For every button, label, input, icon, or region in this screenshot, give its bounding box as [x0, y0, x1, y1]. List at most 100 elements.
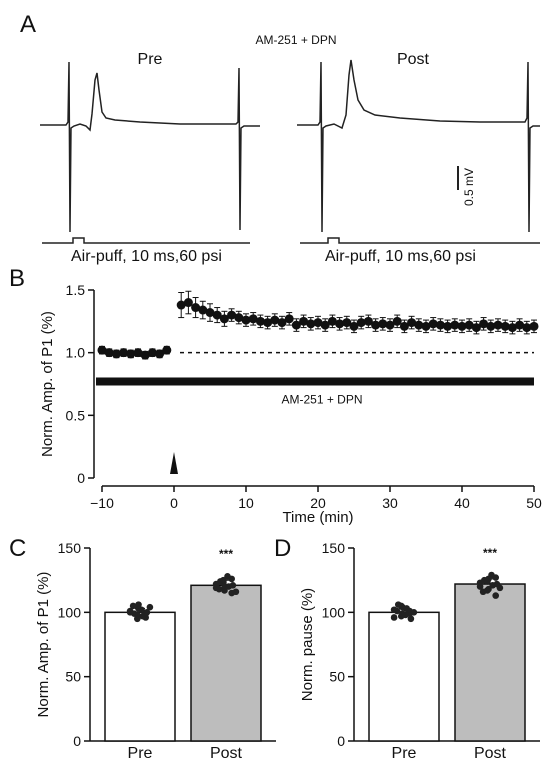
data-point [291, 320, 301, 330]
individual-point [221, 584, 228, 592]
y-tick-label: 150 [58, 540, 82, 556]
data-point [507, 323, 517, 333]
data-point [349, 321, 359, 331]
y-tick-label: 150 [322, 540, 346, 556]
panel-label-d: D [274, 535, 291, 562]
individual-point [496, 584, 504, 592]
individual-point [142, 610, 149, 617]
data-point [162, 345, 172, 355]
individual-point [146, 603, 154, 611]
data-point [515, 320, 525, 330]
individual-point [406, 607, 414, 615]
individual-point [485, 575, 492, 583]
bar-pre [368, 611, 440, 742]
panel-a-condition: AM-251 + DPN [255, 33, 336, 47]
individual-point [220, 576, 227, 584]
individual-point [407, 615, 415, 623]
data-point [435, 320, 445, 330]
data-point [313, 318, 323, 328]
data-point [371, 320, 381, 330]
category-label: Post [474, 745, 507, 762]
x-tick-label: 20 [310, 495, 326, 511]
data-point [335, 319, 345, 329]
x-tick-label: −10 [90, 495, 114, 511]
individual-point [390, 614, 398, 621]
data-point [219, 314, 229, 324]
data-point [529, 321, 539, 331]
data-point [457, 321, 467, 331]
individual-point [228, 589, 235, 597]
y-tick-label: 1.0 [66, 345, 86, 361]
data-point [119, 348, 129, 358]
bar-pre [104, 611, 176, 742]
data-point [147, 348, 157, 358]
data-point [306, 319, 316, 329]
data-point [378, 319, 388, 329]
data-point [500, 321, 510, 331]
x-tick-label: 0 [170, 495, 178, 511]
data-point [263, 318, 273, 328]
individual-point [134, 615, 141, 623]
data-point [493, 320, 503, 330]
data-point [363, 316, 373, 326]
data-point [111, 349, 121, 359]
data-point [356, 318, 366, 328]
individual-point [399, 610, 406, 617]
y-axis-label: Norm. pause (%) [299, 588, 316, 701]
data-point [104, 348, 114, 358]
data-point [327, 316, 337, 326]
stimulus-arrow-icon [170, 452, 178, 474]
drug-label: AM-251 + DPN [281, 392, 362, 406]
data-point [392, 316, 402, 326]
individual-point [224, 573, 231, 580]
data-point [176, 300, 186, 310]
bar-chart-pause: 0 50 100 150 Norm. pause (%) Pre Post *** [299, 540, 540, 762]
y-tick-label: 0 [73, 733, 81, 749]
category-label: Pre [128, 745, 153, 762]
y-tick-label: 0 [77, 470, 85, 486]
data-point [140, 350, 150, 360]
data-point [450, 320, 460, 330]
data-point [191, 303, 201, 313]
data-point [212, 310, 222, 320]
bar-chart-amp: 0 50 100 150 Norm. Amp. of P1 (%) Pre Post *** [35, 540, 276, 762]
y-tick-label: 50 [65, 669, 81, 685]
data-point [407, 318, 417, 328]
data-point [320, 320, 330, 330]
data-point [486, 321, 496, 331]
panel-label-c: C [9, 535, 26, 562]
data-point [342, 318, 352, 328]
data-point [277, 318, 287, 328]
scale-bar-label: 0.5 mV [462, 168, 476, 206]
data-point [443, 321, 453, 331]
significance-marker: *** [219, 547, 233, 561]
individual-point [129, 602, 137, 610]
data-point [255, 316, 265, 326]
data-point [198, 305, 208, 315]
individual-point [484, 587, 491, 594]
data-point [399, 321, 409, 331]
data-point [471, 323, 481, 333]
individual-point [489, 582, 497, 589]
data-point [522, 323, 532, 333]
x-tick-label: 30 [382, 495, 398, 511]
data-point [133, 348, 143, 358]
y-tick-label: 50 [329, 669, 345, 685]
data-point [299, 316, 309, 326]
post-trace-label: Post [397, 51, 430, 68]
y-tick-label: 0.5 [66, 407, 86, 423]
y-axis-label: Norm. Amp. of P1 (%) [35, 572, 52, 718]
individual-point [212, 580, 220, 588]
data-point [205, 308, 215, 318]
significance-marker: *** [483, 546, 497, 560]
data-point [183, 298, 193, 308]
data-point [97, 345, 107, 355]
pre-trace [40, 61, 260, 233]
pre-stim-label: Air-puff, 10 ms,60 psi [71, 248, 222, 265]
data-point [284, 314, 294, 324]
panel-label-b: B [9, 265, 25, 292]
time-course-chart: 0 0.5 1.0 1.5 −10 0 10 20 30 40 50 Time (min) Norm. … [39, 282, 542, 526]
bar-post [454, 583, 526, 742]
data-point [414, 320, 424, 330]
